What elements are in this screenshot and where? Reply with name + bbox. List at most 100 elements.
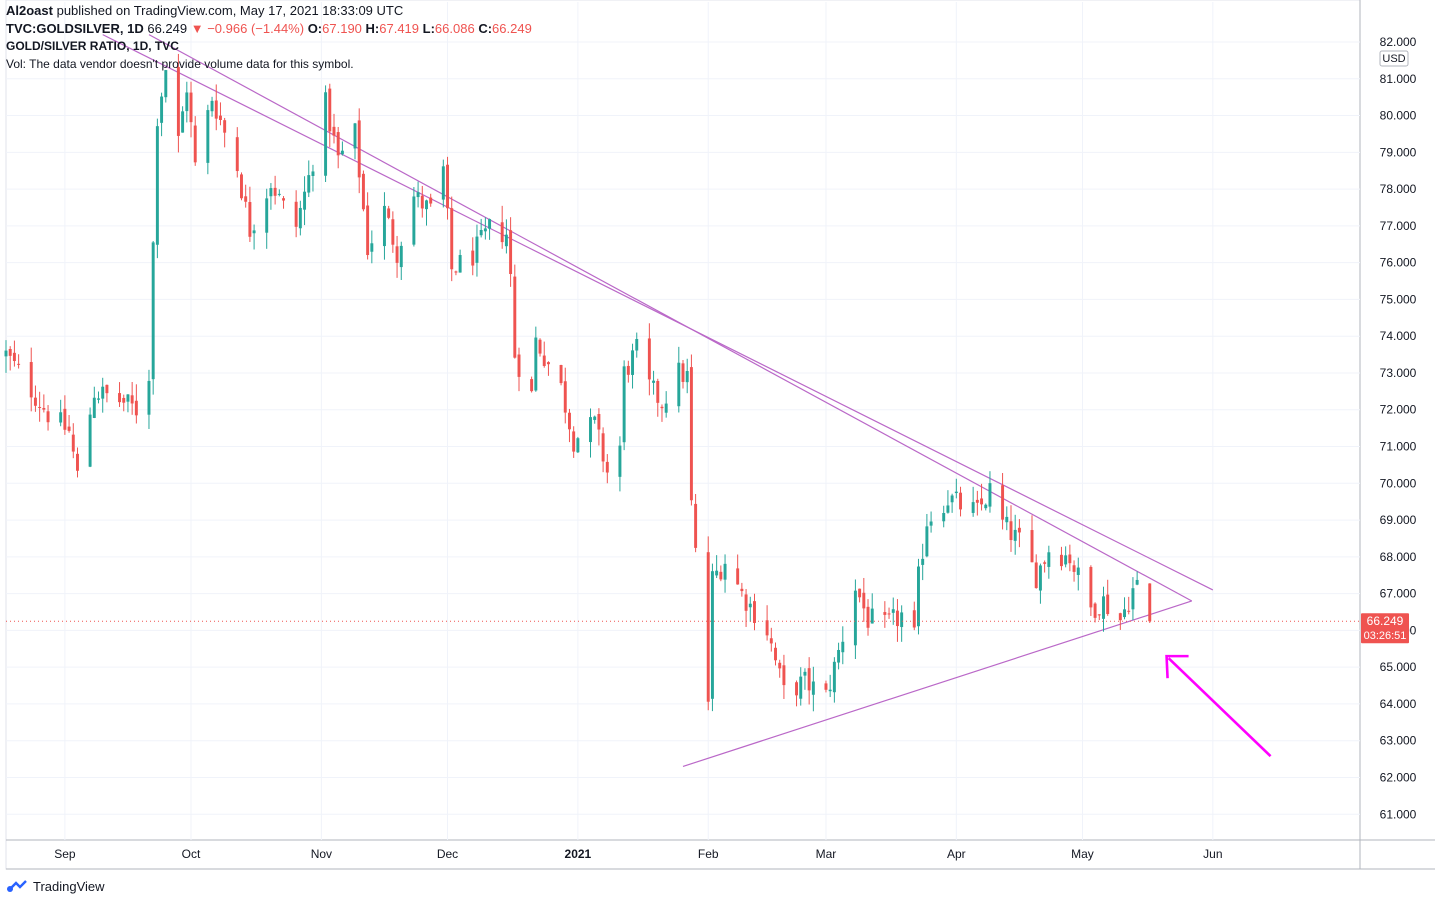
- y-tick-label: 62.000: [1380, 770, 1417, 784]
- y-tick-label: 73.000: [1380, 366, 1417, 380]
- candle-body: [1005, 516, 1009, 523]
- tradingview-logo-icon: [7, 880, 27, 892]
- candle-body: [332, 126, 336, 136]
- y-tick-label: 71.000: [1380, 440, 1417, 454]
- candle-body: [719, 571, 723, 580]
- candle-body: [811, 681, 815, 695]
- candle-body: [1043, 562, 1047, 564]
- candle-body: [1064, 555, 1068, 565]
- candle-body: [1034, 562, 1038, 589]
- candle-body: [959, 492, 962, 510]
- candle-body: [382, 205, 386, 247]
- candle-body: [1093, 603, 1097, 618]
- chart-title: GOLD/SILVER RATIO, 1D, TVC: [6, 39, 179, 53]
- candle-body: [862, 592, 866, 609]
- y-tick-label: 65.000: [1380, 660, 1417, 674]
- candle-body: [685, 371, 689, 383]
- candle-body: [42, 407, 46, 410]
- brand-name: TradingView: [33, 878, 105, 894]
- low-label: L:: [422, 21, 435, 36]
- candle-body: [71, 434, 75, 452]
- candle-body: [181, 111, 185, 133]
- candle-body: [76, 453, 79, 471]
- time-axis[interactable]: Sep Oct Nov Dec 2021 Feb Mar Apr May Jun: [54, 847, 1222, 861]
- candle-body: [622, 366, 626, 443]
- candle-body: [1017, 527, 1021, 533]
- last-price-box: [1361, 613, 1409, 644]
- candle-body: [870, 608, 874, 624]
- y-tick-label: 74.000: [1380, 329, 1417, 343]
- candle-body: [370, 243, 374, 252]
- annotations: 66.249 03:26:51: [6, 613, 1409, 758]
- candle-body: [294, 201, 298, 227]
- candle-body: [921, 558, 925, 565]
- candle-body: [265, 198, 269, 233]
- x-tick-label: Feb: [698, 847, 719, 861]
- high-value: 67.419: [379, 21, 420, 36]
- candle-body: [1013, 529, 1017, 541]
- y-tick-label: 78.000: [1380, 182, 1417, 196]
- candle-body: [206, 110, 210, 163]
- candle-body: [97, 398, 100, 400]
- candle-body: [273, 187, 277, 196]
- footer: TradingView: [6, 876, 105, 896]
- candle-body: [706, 552, 710, 702]
- candle-body: [660, 406, 664, 409]
- y-tick-label: 80.000: [1380, 109, 1417, 123]
- candle-body: [597, 414, 601, 430]
- x-tick-label: 2021: [565, 847, 592, 861]
- candle-body: [748, 603, 752, 608]
- candle-body: [631, 350, 635, 375]
- arrow-head-icon: [1165, 654, 1189, 679]
- symbol-line: TVC:GOLDSILVER, 1D 66.249 ▼ −0.966 (−1.4…: [6, 20, 532, 38]
- candle-body: [420, 195, 424, 209]
- candle-body: [12, 352, 16, 362]
- candle-body: [795, 682, 799, 696]
- candle-body: [353, 123, 357, 149]
- candle-body: [92, 397, 96, 418]
- candle-body: [605, 461, 609, 473]
- candle-body: [1059, 554, 1063, 567]
- candle-body: [218, 115, 222, 120]
- candle-body: [517, 354, 521, 377]
- candle-body: [988, 483, 992, 507]
- candle-body: [282, 198, 285, 201]
- candle-body: [984, 504, 988, 509]
- candle-body: [538, 339, 542, 354]
- price-axis[interactable]: 82.000 81.000 80.000 79.000 78.000 77.000 76.0…: [1379, 35, 1417, 821]
- y-tick-label: 79.000: [1380, 145, 1417, 159]
- candle-body: [147, 380, 151, 415]
- candle-body: [46, 411, 50, 423]
- candle-body: [765, 620, 769, 636]
- candle-body: [59, 412, 63, 423]
- candle-body: [689, 367, 693, 501]
- candle-body: [778, 662, 782, 669]
- low-value: 66.086: [434, 21, 475, 36]
- candle-body: [340, 150, 344, 155]
- candle-body: [475, 236, 479, 263]
- candle-body: [534, 337, 538, 391]
- candle-body: [29, 362, 33, 398]
- candle-body: [4, 350, 8, 357]
- candle-body: [504, 234, 508, 247]
- close-value: 66.249: [492, 21, 532, 36]
- currency-box: [1379, 50, 1409, 67]
- candle-body: [946, 505, 950, 513]
- publisher-name[interactable]: Al2oast: [6, 3, 53, 18]
- candle-body: [118, 393, 122, 403]
- candle-body: [618, 445, 622, 477]
- candle-body: [151, 242, 155, 380]
- y-tick-label: 69.000: [1380, 513, 1417, 527]
- symbol-name[interactable]: TVC:GOLDSILVER, 1D: [6, 21, 144, 36]
- candle-body: [694, 503, 698, 548]
- candle-body: [971, 502, 975, 513]
- candle-body: [769, 638, 773, 644]
- candle-body: [828, 689, 832, 692]
- trendline-resistance-outer: [102, 34, 1214, 591]
- candle-body: [891, 609, 895, 613]
- candle-body: [328, 88, 332, 132]
- candle-body: [832, 661, 836, 693]
- candle-body: [626, 365, 630, 375]
- candle-body: [307, 175, 311, 193]
